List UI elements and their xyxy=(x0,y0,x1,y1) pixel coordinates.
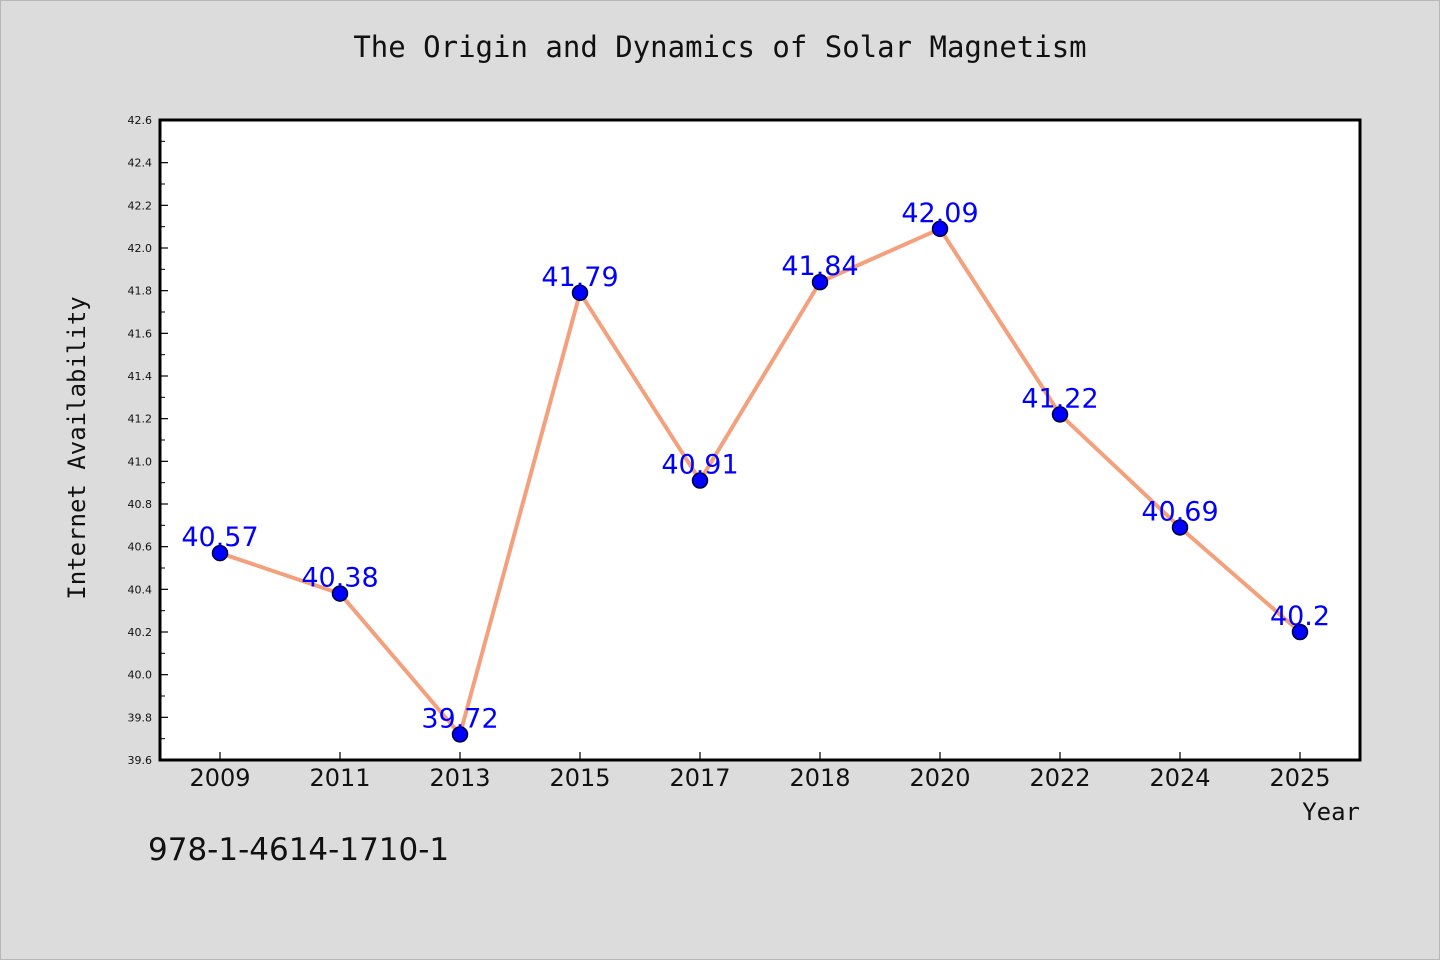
chart-title: The Origin and Dynamics of Solar Magneti… xyxy=(353,30,1087,64)
data-labels: 40.57 40.38 39.72 41.79 40.91 41.84 42.09 41.22… xyxy=(181,198,1330,735)
data-point-label: 41.84 xyxy=(781,251,858,282)
y-tick-label: 40.2 xyxy=(128,626,153,639)
x-axis-label: Year xyxy=(1302,798,1360,826)
data-point-label: 41.22 xyxy=(1021,383,1098,414)
x-tick-label: 2024 xyxy=(1149,764,1210,792)
x-tick-label: 2025 xyxy=(1269,764,1330,792)
x-tick-label: 2015 xyxy=(549,764,610,792)
data-point-marker xyxy=(1171,519,1189,536)
x-tick-label: 2017 xyxy=(669,764,730,792)
data-point-marker xyxy=(1291,623,1309,641)
y-tick-label: 42.6 xyxy=(128,114,153,127)
y-axis-label: Internet Availability xyxy=(63,296,91,599)
data-point-marker xyxy=(571,284,589,302)
y-tick-label: 39.6 xyxy=(128,754,153,767)
data-point-label: 40.57 xyxy=(181,522,258,553)
data-point-marker xyxy=(451,726,469,743)
data-point-label: 42.09 xyxy=(901,198,978,229)
y-tick-label: 39.8 xyxy=(128,711,153,724)
y-tick-label: 42.0 xyxy=(128,242,153,255)
x-tick-label: 2009 xyxy=(189,764,250,792)
isbn-caption: 978-1-4614-1710-1 xyxy=(148,832,450,868)
series-line xyxy=(219,226,1302,737)
data-point-label: 40.69 xyxy=(1141,496,1218,527)
y-axis-ticks: 39.6 39.8 40.0 40.2 40.4 40.6 40.8 41.0 41.2 41.4… xyxy=(128,114,168,767)
y-tick-label: 40.0 xyxy=(128,669,153,682)
x-tick-label: 2020 xyxy=(909,764,970,792)
data-point-label: 40.38 xyxy=(301,563,378,594)
data-point-marker xyxy=(811,273,829,291)
y-tick-label: 41.4 xyxy=(128,370,153,383)
y-tick-label: 41.0 xyxy=(128,455,153,468)
x-tick-label: 2013 xyxy=(429,764,490,792)
y-tick-label: 42.4 xyxy=(128,157,153,170)
x-tick-label: 2011 xyxy=(309,764,370,792)
data-point-marker xyxy=(331,585,349,602)
data-point-marker xyxy=(1051,406,1069,423)
y-tick-label: 41.2 xyxy=(128,413,153,426)
data-markers xyxy=(211,220,1309,743)
data-point-label: 39.72 xyxy=(421,703,498,734)
y-tick-label: 40.8 xyxy=(128,498,153,511)
y-tick-label: 41.6 xyxy=(128,327,153,340)
data-point-label: 40.91 xyxy=(661,450,738,481)
y-tick-label: 40.4 xyxy=(128,583,153,596)
data-point-marker xyxy=(211,544,229,562)
y-tick-label: 42.2 xyxy=(128,199,153,212)
y-tick-label: 41.8 xyxy=(128,285,153,298)
plot-area xyxy=(158,118,1362,762)
data-point-label: 40.2 xyxy=(1270,601,1330,632)
data-point-label: 41.79 xyxy=(541,262,618,293)
y-tick-label: 40.6 xyxy=(128,541,153,554)
x-tick-label: 2022 xyxy=(1029,764,1090,792)
x-axis-ticks: 2009 2011 2013 2015 2017 2018 2020 2022 2024 2025 xyxy=(189,752,1331,792)
data-point-marker xyxy=(931,220,949,238)
x-tick-label: 2018 xyxy=(789,764,850,792)
data-point-marker xyxy=(691,472,709,489)
